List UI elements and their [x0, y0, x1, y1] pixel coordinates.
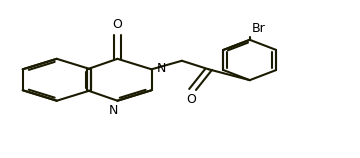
- Text: N: N: [157, 62, 166, 75]
- Text: O: O: [186, 93, 196, 106]
- Text: N: N: [109, 104, 118, 117]
- Text: Br: Br: [252, 22, 265, 35]
- Text: O: O: [113, 18, 122, 31]
